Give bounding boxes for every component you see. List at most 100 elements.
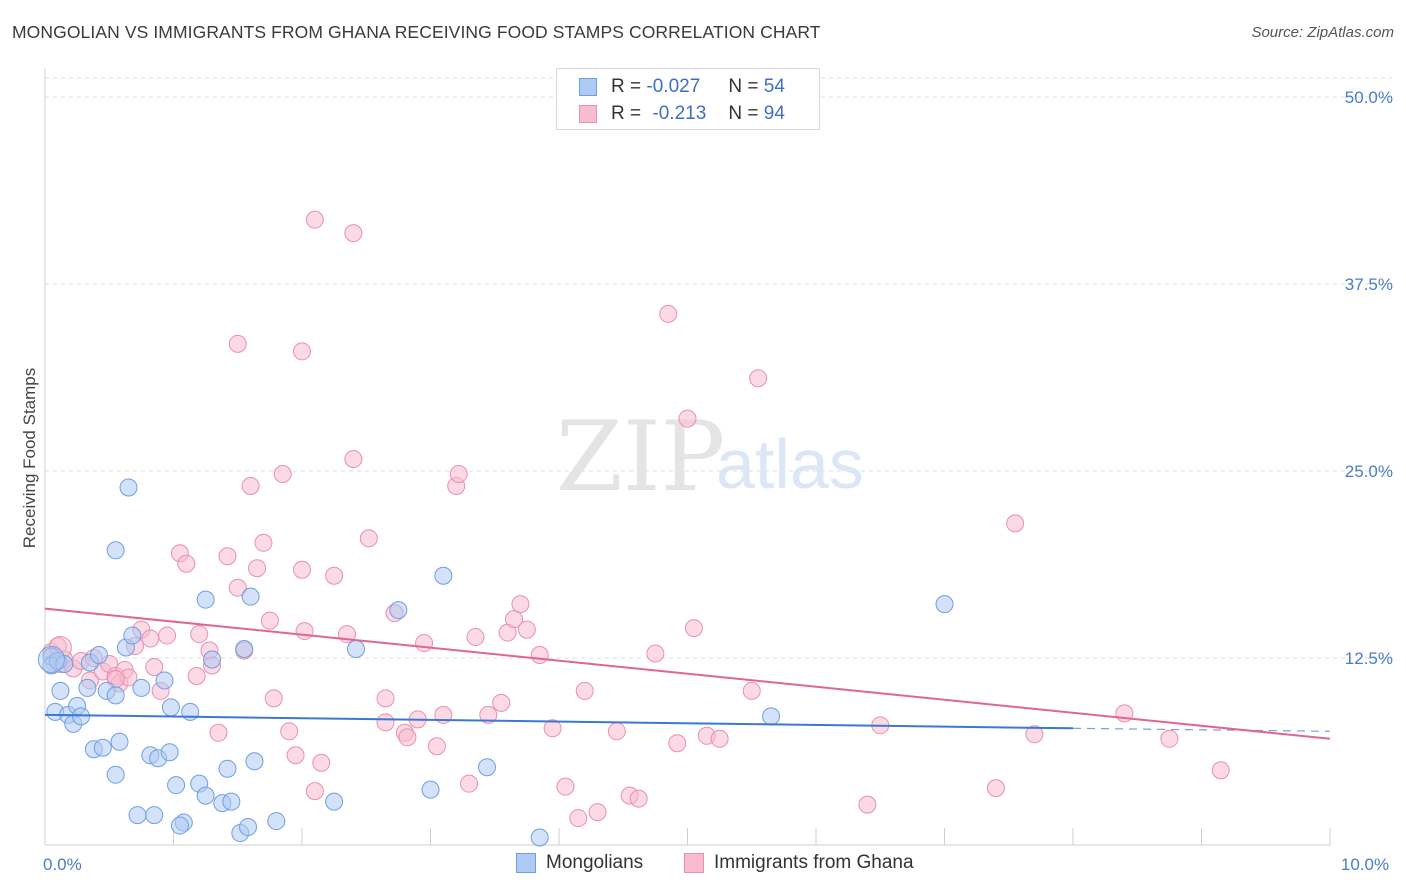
data-point-ghana xyxy=(678,409,697,428)
data-point-ghana xyxy=(260,611,279,630)
bottom-legend-label-mongolians: Mongolians xyxy=(546,852,644,873)
chart-title: MONGOLIAN VS IMMIGRANTS FROM GHANA RECEI… xyxy=(12,22,821,42)
legend-row-ghana: R = -0.213 N = 94 xyxy=(579,100,785,128)
data-point-mongolians xyxy=(235,640,254,659)
data-point-ghana xyxy=(659,304,678,323)
legend-r-label: R = xyxy=(611,103,642,124)
data-point-mongolians xyxy=(123,626,142,645)
data-point-ghana xyxy=(986,779,1005,798)
data-point-ghana xyxy=(344,450,363,469)
data-point-mongolians xyxy=(935,595,954,614)
data-point-ghana xyxy=(530,646,549,665)
data-point-mongolians xyxy=(196,590,215,609)
data-point-ghana xyxy=(241,476,260,495)
data-point-ghana xyxy=(646,644,665,663)
legend-r-value: -0.027 xyxy=(646,76,701,97)
data-point-ghana xyxy=(293,560,311,579)
data-point-mongolians xyxy=(346,640,365,659)
data-point-mongolians xyxy=(106,686,125,705)
data-point-ghana xyxy=(344,224,363,243)
data-point-ghana xyxy=(254,533,273,552)
data-point-ghana xyxy=(1025,725,1044,744)
data-point-mongolians xyxy=(530,828,549,847)
data-point-mongolians xyxy=(110,732,129,751)
data-point-ghana xyxy=(415,634,434,653)
legend-row-mongolians: R = -0.027 N = 54 xyxy=(579,73,785,101)
data-point-mongolians xyxy=(160,743,179,762)
data-point-ghana xyxy=(305,210,324,229)
data-point-ghana xyxy=(668,734,687,753)
data-point-mongolians xyxy=(155,671,174,690)
data-point-ghana xyxy=(556,777,575,796)
data-point-mongolians xyxy=(132,678,151,697)
data-point-mongolians xyxy=(119,478,138,497)
x-tick-label: 10.0% xyxy=(1341,855,1389,874)
data-point-ghana xyxy=(607,722,626,741)
data-point-mongolians xyxy=(421,780,440,799)
data-point-ghana xyxy=(588,803,607,822)
legend-n-value: 54 xyxy=(763,76,785,97)
data-point-mongolians xyxy=(245,752,264,771)
data-point-ghana xyxy=(359,529,378,548)
data-point-ghana xyxy=(280,722,299,741)
data-point-ghana xyxy=(293,342,311,361)
data-point-mongolians xyxy=(128,806,147,825)
data-point-mongolians xyxy=(167,776,186,795)
data-point-mongolians xyxy=(51,681,70,700)
data-point-mongolians xyxy=(389,601,408,620)
data-point-ghana xyxy=(1211,761,1230,780)
data-point-ghana xyxy=(228,578,247,597)
data-point-ghana xyxy=(684,619,703,638)
legend-n-value: 94 xyxy=(763,103,785,124)
data-point-mongolians xyxy=(93,738,112,757)
watermark-atlas: atlas xyxy=(716,425,864,503)
data-point-ghana xyxy=(449,464,468,483)
data-point-ghana xyxy=(273,464,292,483)
data-point-mongolians xyxy=(762,707,781,726)
trend-line-mongolians-extension xyxy=(1072,727,1331,732)
data-point-ghana xyxy=(517,620,536,639)
legend-n-label: N = xyxy=(728,103,759,124)
data-point-ghana xyxy=(190,625,209,644)
data-point-mongolians xyxy=(218,759,237,778)
bottom-legend-label-ghana: Immigrants from Ghana xyxy=(714,852,914,873)
data-point-mongolians xyxy=(106,765,125,784)
data-point-ghana xyxy=(427,737,446,756)
data-point-ghana xyxy=(305,782,324,801)
data-point-ghana xyxy=(511,595,530,614)
data-point-ghana xyxy=(376,713,395,732)
data-point-ghana xyxy=(158,626,177,645)
data-point-ghana xyxy=(460,774,479,793)
data-point-ghana xyxy=(295,622,314,641)
data-point-ghana xyxy=(505,610,524,629)
series-ghana-points xyxy=(42,210,1230,828)
data-point-ghana xyxy=(376,689,395,708)
bottom-legend-swatch-mongolians xyxy=(516,853,536,873)
legend-n-label: N = xyxy=(728,76,759,97)
data-point-ghana xyxy=(858,795,877,814)
y-tick-label: 50.0% xyxy=(1345,88,1393,107)
data-point-ghana xyxy=(1160,729,1179,748)
watermark-zip: ZIP xyxy=(556,401,725,513)
data-point-ghana xyxy=(286,746,305,765)
legend-r-value: -0.213 xyxy=(652,103,707,124)
data-point-mongolians xyxy=(325,792,344,811)
data-point-mongolians xyxy=(161,698,180,717)
data-point-ghana xyxy=(466,628,485,647)
legend-swatch-mongolians xyxy=(579,78,597,96)
trend-line-mongolians xyxy=(44,713,1074,730)
data-point-ghana xyxy=(629,789,648,808)
x-tick-label: 0.0% xyxy=(43,855,82,874)
y-tick-label: 12.5% xyxy=(1345,649,1393,668)
data-point-ghana xyxy=(575,681,594,700)
legend-swatch-ghana xyxy=(579,105,597,123)
correlation-legend: R = -0.027 N = 54 R = -0.213 N = 94 xyxy=(556,68,820,130)
data-point-mongolians xyxy=(267,812,286,831)
data-point-ghana xyxy=(398,728,417,747)
data-point-mongolians xyxy=(239,818,258,837)
data-point-ghana xyxy=(742,681,761,700)
tick-labels: 12.5% 25.0% 37.5% 50.0% 0.0% 10.0% xyxy=(43,88,1393,874)
data-point-mongolians xyxy=(222,792,241,811)
data-point-ghana xyxy=(492,693,511,712)
